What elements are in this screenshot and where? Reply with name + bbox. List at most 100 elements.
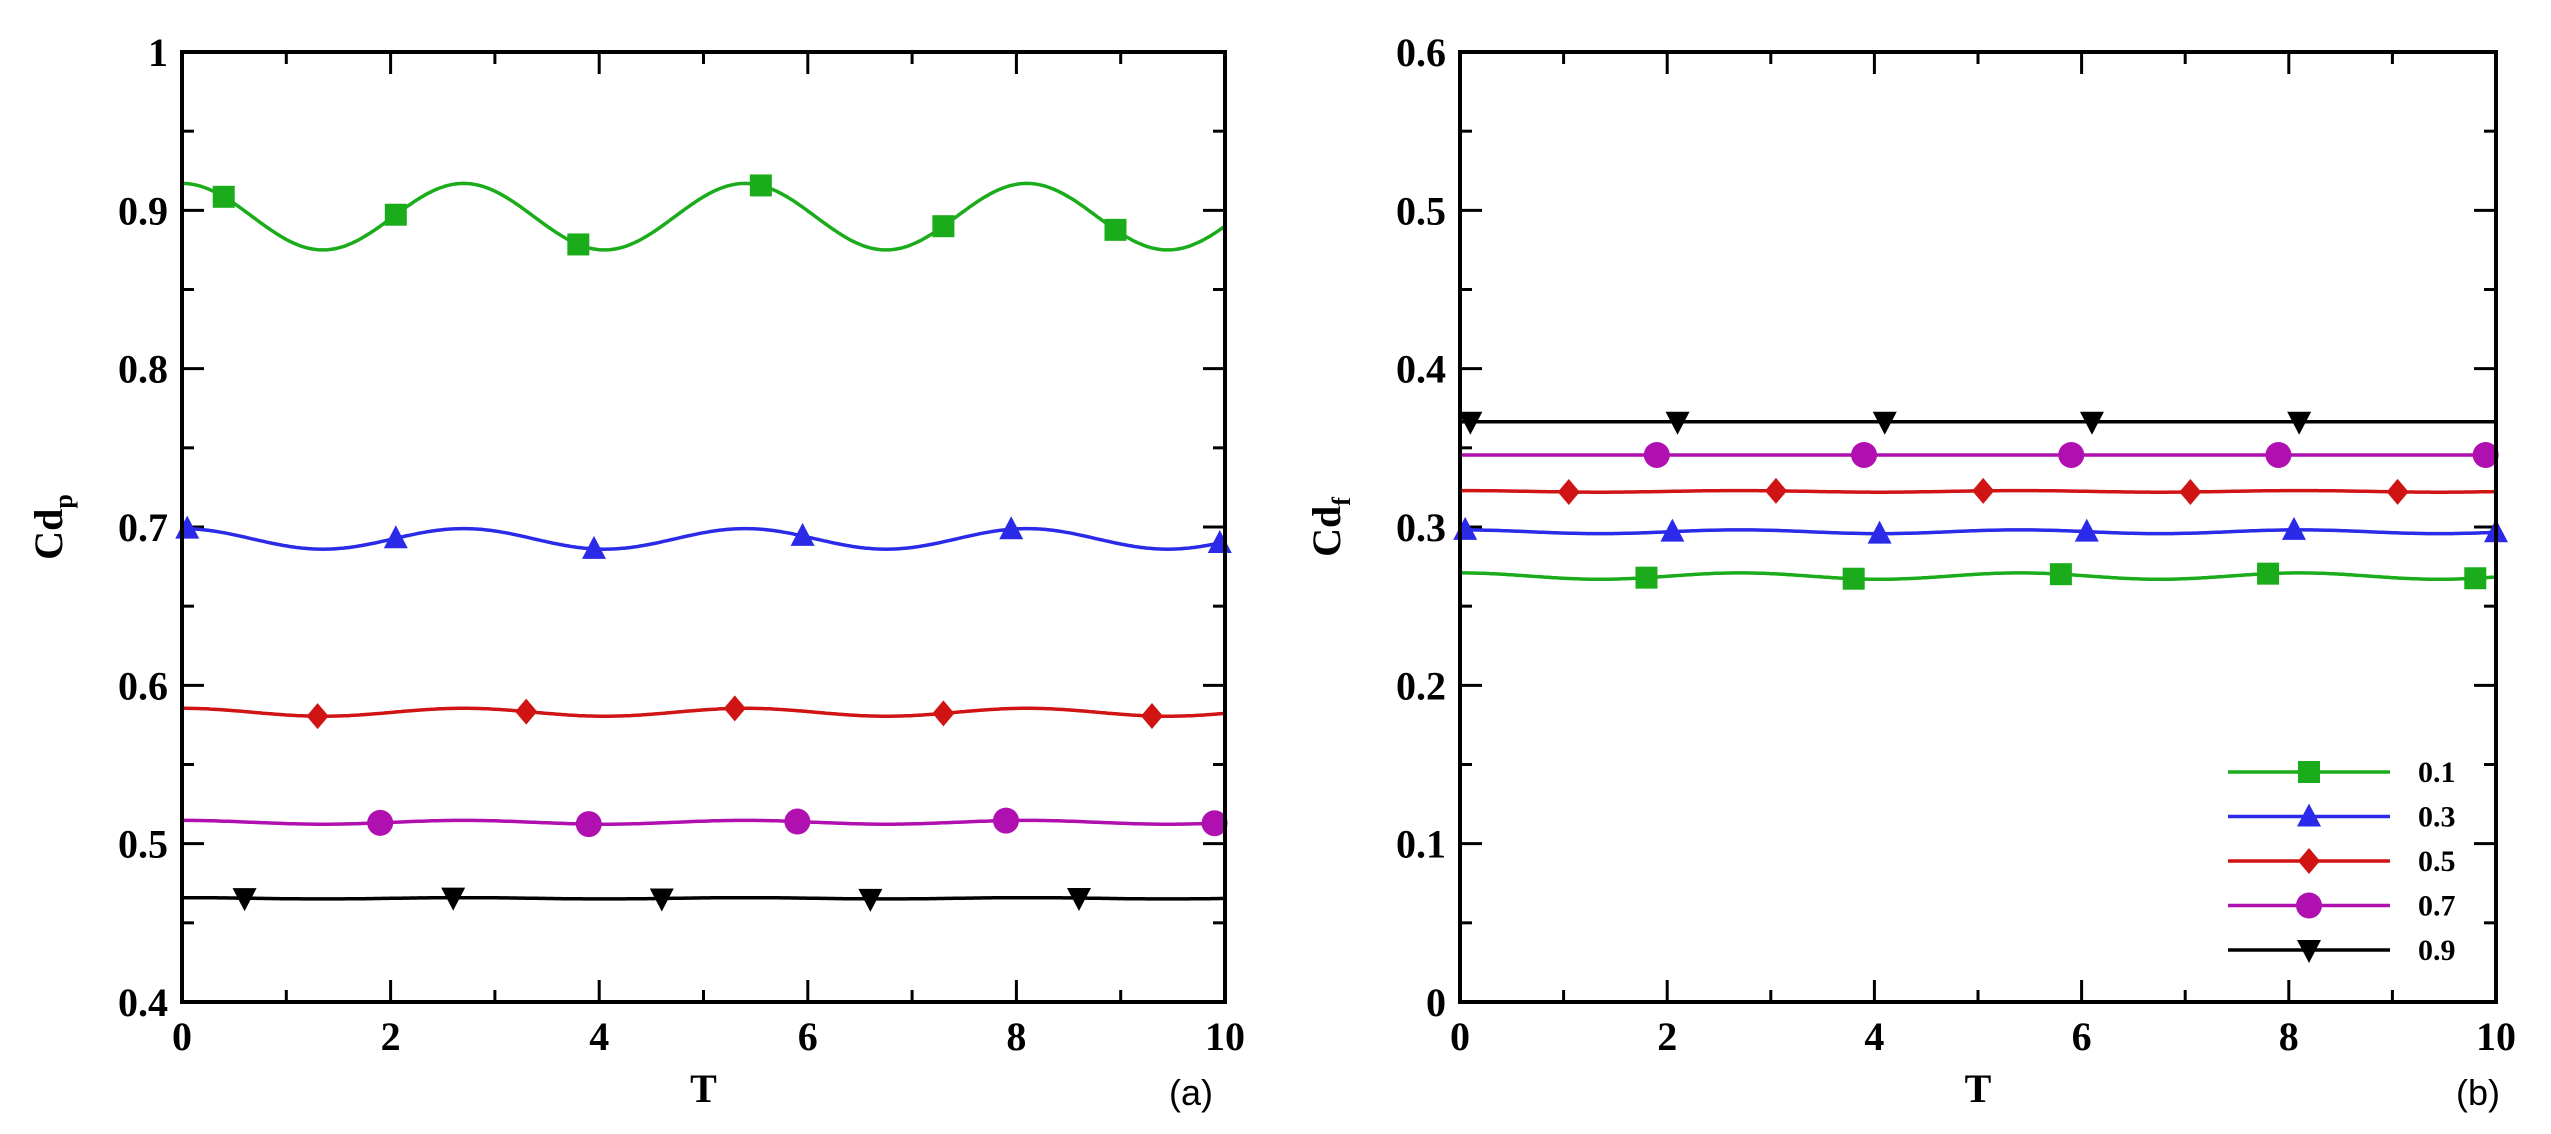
data-point [858, 888, 883, 912]
data-point [1201, 810, 1228, 837]
series-0.3 [1453, 516, 2508, 544]
legend-marker [2296, 892, 2322, 919]
y-tick-label: 0.5 [1396, 188, 1446, 233]
y-tick-label: 0.6 [1396, 30, 1446, 75]
legend-label: 0.9 [2418, 934, 2456, 967]
x-tick-label: 2 [381, 1014, 401, 1059]
data-point [1643, 441, 1670, 468]
x-tick-label: 8 [2279, 1014, 2299, 1059]
y-tick-label: 0.7 [118, 505, 168, 550]
data-point [2281, 516, 2306, 540]
y-tick-label: 0.9 [118, 188, 168, 233]
series-line [1460, 571, 2497, 582]
series-0.1 [1460, 562, 2497, 590]
x-tick-label: 0 [172, 1014, 192, 1059]
panel-a: 0 2 4 6 8 10 0.4 0.5 0.6 0.7 0.8 0.9 1 T Cdp (a) [26, 30, 1245, 1113]
x-tick-label: 2 [1657, 1014, 1677, 1059]
x-tick-label: 10 [2476, 1014, 2516, 1059]
series-line [1460, 528, 2497, 536]
data-point [515, 698, 538, 725]
data-point [212, 185, 235, 208]
data-point [1207, 529, 1232, 553]
series-0.9 [1458, 411, 2496, 435]
x-tick-label: 6 [798, 1014, 818, 1059]
data-point [2049, 563, 2072, 586]
plot-frame [180, 50, 1227, 1004]
series-0.9 [182, 887, 1225, 912]
series-line [182, 818, 1226, 826]
data-point [2386, 478, 2409, 505]
data-point [1140, 702, 1163, 729]
x-axis-label: T [690, 1066, 717, 1111]
y-tick-label: 0.3 [1396, 505, 1446, 550]
legend-marker [2297, 940, 2321, 963]
series-0.5 [182, 695, 1226, 730]
data-point [2257, 562, 2280, 585]
data-point [441, 887, 466, 911]
x-tick-label: 10 [1205, 1014, 1245, 1059]
data-point [383, 525, 408, 549]
data-point [649, 888, 674, 912]
data-point [2058, 441, 2085, 468]
y-axis-label-sub: f [1327, 497, 1356, 506]
data-point [1104, 218, 1127, 241]
data-point [1867, 520, 1892, 544]
legend-label: 0.1 [2418, 756, 2456, 789]
y-tick-label: 0.6 [118, 663, 168, 708]
x-axis-label: T [1965, 1066, 1992, 1111]
data-point [567, 233, 590, 256]
data-point [367, 809, 394, 836]
series-0.5 [1460, 477, 2496, 505]
y-axis-label-sub: p [49, 494, 78, 508]
panel-label: (a) [1169, 1072, 1213, 1113]
legend-label: 0.3 [2418, 801, 2456, 834]
data-point [1872, 411, 1897, 435]
data-point [575, 811, 602, 838]
data-point [1458, 411, 1483, 435]
data-point [749, 174, 772, 197]
legend-label: 0.7 [2418, 890, 2456, 923]
y-tick-label: 0.8 [118, 347, 168, 392]
data-point [2179, 478, 2202, 505]
data-point [384, 203, 407, 226]
data-point [723, 695, 746, 722]
data-point [2074, 518, 2099, 542]
data-point [1557, 478, 1580, 505]
data-point [2472, 441, 2499, 468]
panel-label: (b) [2456, 1072, 2500, 1113]
series-line [182, 706, 1226, 718]
x-tick-label: 4 [1864, 1014, 1884, 1059]
data-point [784, 808, 811, 835]
data-point [1066, 888, 1091, 912]
data-point [2464, 567, 2487, 590]
y-tick-label: 0.1 [1396, 822, 1446, 867]
data-point [932, 215, 955, 238]
y-tick-label: 0 [1426, 980, 1446, 1025]
legend-marker [2297, 803, 2321, 827]
data-point [1972, 477, 1995, 504]
legend-marker [2298, 761, 2320, 783]
y-axis-label-main: Cd [1304, 506, 1349, 557]
y-tick-label: 0.4 [1396, 347, 1446, 392]
data-point [932, 700, 955, 727]
y-axis-label: Cdp [26, 494, 78, 560]
x-tick-label: 4 [589, 1014, 609, 1059]
series-0.1 [181, 174, 1226, 256]
data-point [232, 888, 257, 912]
data-point [790, 522, 815, 546]
data-point [1660, 518, 1685, 542]
data-point [999, 516, 1024, 540]
plot-frame [1458, 50, 2498, 1004]
data-point [1764, 477, 1787, 504]
data-point [1842, 567, 1865, 590]
series-0.3 [175, 515, 1232, 559]
legend-label: 0.5 [2418, 845, 2456, 878]
data-point [581, 535, 606, 559]
data-point [1851, 441, 1878, 468]
y-axis-label: Cdf [1304, 497, 1356, 557]
y-tick-label: 0.4 [118, 980, 168, 1025]
data-point [2079, 411, 2104, 435]
series-0.7 [182, 807, 1228, 838]
series-0.7 [1460, 441, 2499, 468]
